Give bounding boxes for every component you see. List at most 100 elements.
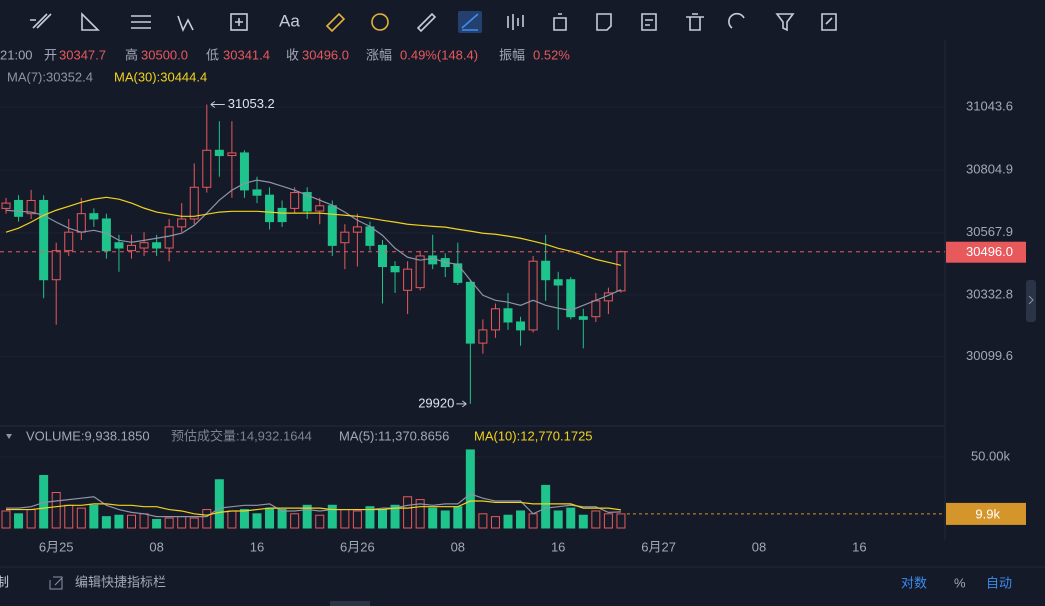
candle-body bbox=[89, 213, 99, 220]
tool-icon bbox=[461, 13, 479, 31]
volume-bar bbox=[541, 484, 551, 529]
ma-line bbox=[5, 196, 622, 266]
candle-body bbox=[1, 202, 11, 209]
label: 振幅 bbox=[499, 47, 525, 62]
x-tick-label: 6月26 bbox=[340, 539, 375, 554]
volume-bar bbox=[578, 514, 588, 529]
x-tick-label: 08 bbox=[752, 539, 766, 554]
ma-line bbox=[6, 493, 621, 518]
value: 30347.7 bbox=[59, 47, 106, 62]
volume-bar bbox=[89, 504, 99, 529]
volume-bar bbox=[490, 516, 500, 529]
annotation-arrow bbox=[210, 101, 225, 108]
tool-icon[interactable] bbox=[507, 14, 524, 30]
candle-body bbox=[327, 205, 337, 246]
tool-icon[interactable] bbox=[596, 13, 612, 31]
x-tick-label: 6月27 bbox=[641, 539, 676, 554]
candle-body bbox=[139, 242, 149, 249]
candle-body bbox=[227, 152, 237, 157]
volume-bar bbox=[478, 513, 488, 529]
candle-body bbox=[164, 226, 174, 249]
tool-icon[interactable] bbox=[230, 13, 248, 31]
label: 收 bbox=[286, 47, 299, 62]
tool-icon[interactable] bbox=[553, 13, 567, 31]
candle-body bbox=[566, 279, 576, 318]
tool-icon[interactable] bbox=[81, 12, 100, 31]
volume-bar bbox=[390, 504, 400, 529]
volume-bar bbox=[64, 504, 74, 529]
tool-icon[interactable] bbox=[177, 15, 194, 33]
footer-edit[interactable]: 编辑快捷指标栏 bbox=[75, 574, 166, 589]
volume-bar bbox=[415, 499, 425, 529]
tool-text[interactable]: Aa bbox=[279, 11, 300, 30]
tool-icon[interactable] bbox=[686, 13, 704, 31]
y-tick-label: 30099.6 bbox=[966, 348, 1013, 363]
y-tick-label: 30567.9 bbox=[966, 224, 1013, 239]
volume-bar bbox=[252, 513, 262, 529]
volume-bar bbox=[1, 510, 11, 529]
x-tick-label: 16 bbox=[852, 539, 866, 554]
tool-icon[interactable] bbox=[775, 13, 795, 32]
volume-bar bbox=[51, 492, 61, 529]
candle-body bbox=[76, 213, 86, 233]
volume-bar bbox=[440, 510, 450, 529]
volume-bar bbox=[227, 510, 237, 529]
tool-icon[interactable] bbox=[416, 12, 437, 33]
tool-icon[interactable] bbox=[728, 12, 745, 29]
volume-bar bbox=[566, 507, 576, 529]
tool-icon[interactable] bbox=[235, 18, 243, 26]
volume-bar bbox=[365, 506, 375, 529]
candle-body bbox=[177, 218, 187, 228]
tool-icon[interactable] bbox=[30, 13, 52, 29]
volume-bar bbox=[290, 513, 300, 529]
tool-icon[interactable] bbox=[371, 13, 389, 31]
candle-body bbox=[265, 194, 275, 223]
time: 21:00 bbox=[0, 47, 33, 62]
last-volume-label: 9.9k bbox=[975, 506, 1000, 521]
volume-bar bbox=[465, 449, 475, 529]
collapse-icon[interactable] bbox=[6, 434, 12, 439]
toolbar: Aa bbox=[30, 11, 837, 33]
candle-body bbox=[490, 308, 500, 331]
edit-icon bbox=[49, 576, 63, 590]
volume-estimate: 预估成交量:14,932.1644 bbox=[171, 428, 312, 443]
y-tick-label: 30332.8 bbox=[966, 286, 1013, 301]
annotation-arrow bbox=[456, 400, 467, 408]
candle-body bbox=[14, 199, 24, 217]
min-label: 29920 bbox=[418, 395, 454, 410]
candle-body bbox=[214, 149, 224, 157]
x-tick-label: 16 bbox=[250, 539, 264, 554]
volume-bar bbox=[152, 518, 162, 529]
tool-icon[interactable] bbox=[821, 13, 837, 31]
scroll-handle[interactable] bbox=[1026, 280, 1036, 322]
footer-log[interactable]: 对数 bbox=[901, 575, 927, 590]
tool-icon[interactable] bbox=[325, 12, 346, 33]
volume-bar bbox=[528, 513, 538, 529]
candle-body bbox=[428, 255, 438, 265]
volume-bar bbox=[127, 514, 136, 529]
volume-bar bbox=[76, 507, 86, 529]
footer: 制 编辑快捷指标栏 对数 % 自动 bbox=[0, 574, 1012, 590]
value: 30496.0 bbox=[302, 47, 349, 62]
label: 涨幅 bbox=[366, 47, 392, 62]
footer-pct[interactable]: % bbox=[954, 575, 966, 590]
candle-body bbox=[340, 231, 350, 244]
last-volume-badge bbox=[946, 502, 1026, 525]
footer-auto[interactable]: 自动 bbox=[986, 575, 1012, 590]
volume-bar bbox=[553, 510, 563, 529]
tool-icon[interactable] bbox=[641, 13, 657, 31]
volume-bar bbox=[403, 496, 413, 529]
volume-bar bbox=[114, 514, 124, 529]
tool-icon[interactable] bbox=[131, 15, 151, 29]
label: 开 bbox=[44, 47, 57, 62]
volume-bar bbox=[202, 509, 212, 529]
candle-body bbox=[127, 244, 136, 252]
candle-body bbox=[189, 186, 199, 220]
candle-body bbox=[403, 268, 413, 291]
volume-title: VOLUME:9,938.1850 bbox=[26, 428, 150, 443]
volume-bar bbox=[516, 510, 526, 529]
ma-line bbox=[6, 500, 622, 516]
bottom-handle bbox=[330, 601, 370, 606]
volume-bar bbox=[616, 513, 626, 529]
volume-bar bbox=[378, 509, 387, 529]
